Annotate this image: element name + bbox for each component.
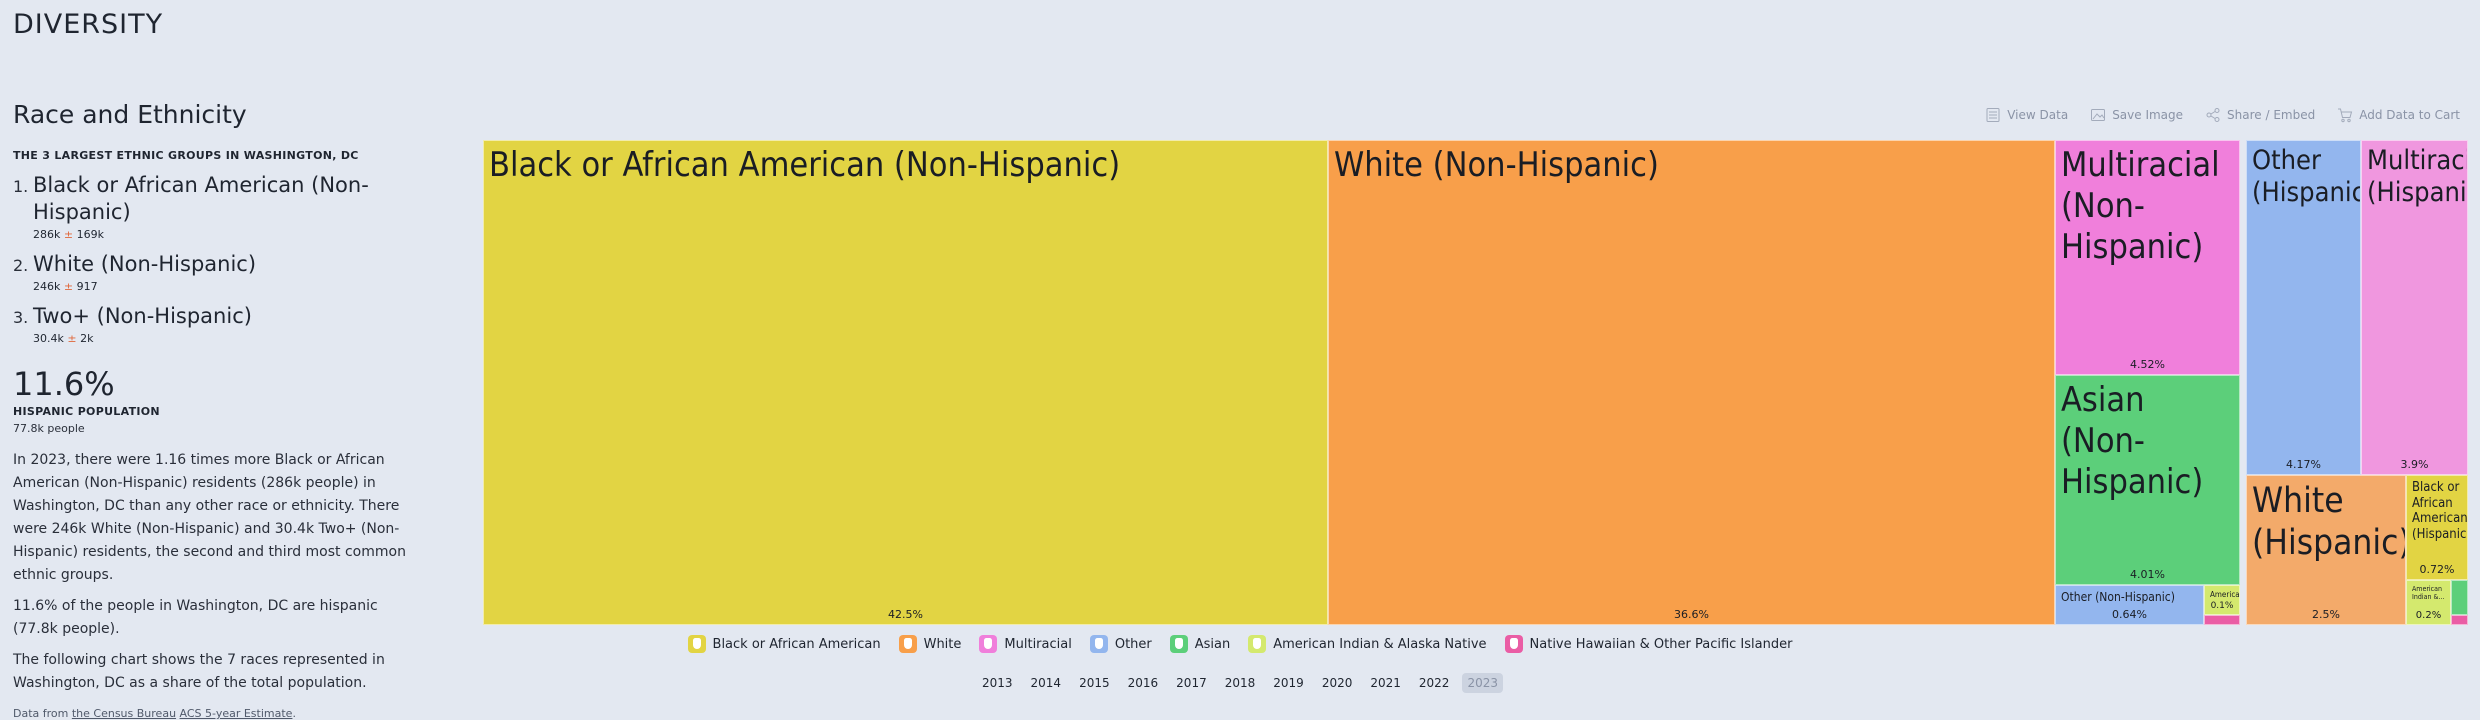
treemap-cell-label: Other (Non-Hispanic): [2061, 590, 2175, 604]
treemap-cell[interactable]: White (Hispanic) 2.5%: [2246, 475, 2406, 625]
treemap-cell-label: Black or African American (Hispanic): [2412, 480, 2468, 542]
person-icon: [687, 635, 706, 653]
hispanic-percent: 11.6%: [13, 365, 115, 403]
view-data-button[interactable]: View Data: [1985, 107, 2068, 123]
treemap-cell[interactable]: [2451, 580, 2468, 615]
treemap-cell-label: White (Non-Hispanic): [1334, 145, 1659, 185]
section-title: DIVERSITY: [13, 9, 164, 40]
treemap-cell-label: White (Hispanic): [2252, 481, 2406, 563]
year-selector: 2013 2014 2015 2016 2017 2018 2019 2020 …: [0, 673, 2480, 693]
person-icon: [1504, 635, 1523, 653]
year-button[interactable]: 2017: [1176, 676, 1207, 690]
year-button[interactable]: 2021: [1370, 676, 1401, 690]
rank-number: 1.: [13, 177, 29, 196]
legend-item-black[interactable]: Black or African American: [687, 635, 881, 653]
hispanic-label: HISPANIC POPULATION: [13, 405, 160, 418]
treemap-cell-label: Multiracial (Hispanic): [2367, 145, 2467, 209]
sidebar: Race and Ethnicity THE 3 LARGEST ETHNIC …: [13, 100, 423, 720]
treemap-cell[interactable]: [2451, 615, 2468, 625]
year-button[interactable]: 2015: [1079, 676, 1110, 690]
source-link-census[interactable]: the Census Bureau: [71, 707, 177, 720]
legend-item-multiracial[interactable]: Multiracial: [979, 635, 1072, 653]
year-button[interactable]: 2022: [1418, 676, 1450, 690]
group-name: Two+ (Non-Hispanic): [33, 304, 252, 328]
treemap-cell-value: 4.01%: [2130, 568, 2165, 581]
treemap-cell[interactable]: Black or African American (Non-Hispanic)…: [483, 140, 1328, 625]
treemap-cell[interactable]: Other (Hispanic) 4.17%: [2246, 140, 2361, 475]
legend-item-other[interactable]: Other: [1089, 635, 1152, 653]
legend-item-asian[interactable]: Asian: [1169, 635, 1230, 653]
largest-groups-header: THE 3 LARGEST ETHNIC GROUPS IN WASHINGTO…: [13, 149, 359, 162]
treemap-cell-value: 0.2%: [2415, 610, 2442, 621]
legend-item-white[interactable]: White: [898, 635, 961, 653]
treemap-cell[interactable]: Other (Non-Hispanic) 0.64%: [2055, 585, 2204, 625]
treemap-cell-label: Black or African American (Non-Hispanic): [489, 145, 1121, 185]
treemap-cell[interactable]: Multiracial (Hispanic) 3.9%: [2361, 140, 2468, 475]
person-icon: [979, 635, 998, 653]
group-value: 30.4k ± 2k: [33, 332, 94, 345]
viz-toolbar: View Data Save Image Share / Embed Add D…: [1985, 107, 2460, 123]
treemap-cell[interactable]: American Indian &... 0.2%: [2406, 580, 2451, 625]
year-button[interactable]: 2016: [1127, 676, 1159, 690]
group-value: 246k ± 917: [33, 280, 98, 293]
add-to-cart-button[interactable]: Add Data to Cart: [2337, 107, 2460, 123]
share-icon: [2206, 108, 2220, 122]
year-button[interactable]: 2013: [981, 676, 1013, 690]
data-source: Data from the Census Bureau ACS 5-year E…: [13, 707, 296, 720]
image-icon: [2091, 109, 2106, 121]
treemap-cell-value: 2.5%: [2312, 608, 2340, 621]
person-icon: [1248, 635, 1267, 653]
year-button[interactable]: 2020: [1321, 676, 1353, 690]
top-groups-list: 1. Black or African American (Non-Hispan…: [13, 172, 423, 345]
treemap-cell[interactable]: American... 0.1%: [2204, 585, 2240, 615]
treemap-cell-value: 36.6%: [1674, 608, 1709, 621]
description-paragraph: The following chart shows the 7 races re…: [13, 652, 385, 691]
treemap-cell-label: Asian (Non-Hispanic): [2061, 380, 2204, 502]
treemap-cell[interactable]: White (Non-Hispanic) 36.6%: [1328, 140, 2055, 625]
year-button[interactable]: 2019: [1273, 676, 1304, 690]
share-embed-button[interactable]: Share / Embed: [2205, 107, 2315, 123]
treemap-cell[interactable]: Black or African American (Hispanic) 0.72…: [2406, 475, 2468, 580]
table-icon: [1986, 108, 2000, 122]
hispanic-people: 77.8k people: [13, 422, 85, 435]
treemap-cell-value: 0.1%: [2210, 601, 2234, 611]
treemap-cell[interactable]: Multiracial (Non-Hispanic) 4.52%: [2055, 140, 2240, 375]
person-icon: [1169, 635, 1188, 653]
year-button[interactable]: 2018: [1224, 676, 1256, 690]
cart-icon: [2338, 108, 2353, 123]
person-icon: [898, 635, 917, 653]
list-item: 1. Black or African American (Non-Hispan…: [13, 172, 423, 241]
rank-number: 2.: [13, 256, 29, 275]
legend-item-pacific[interactable]: Native Hawaiian & Other Pacific Islander: [1504, 635, 1792, 653]
treemap-cell-value: 4.52%: [2130, 358, 2165, 371]
list-item: 2. White (Non-Hispanic) 246k ± 917: [13, 251, 423, 293]
treemap-cell-value: 3.9%: [2400, 458, 2429, 471]
legend-item-native[interactable]: American Indian & Alaska Native: [1248, 635, 1487, 653]
group-value: 286k ± 169k: [33, 228, 104, 241]
treemap-cell-label: American Indian &...: [2412, 585, 2445, 602]
description-paragraph: In 2023, there were 1.16 times more Blac…: [13, 452, 406, 583]
list-item: 3. Two+ (Non-Hispanic) 30.4k ± 2k: [13, 303, 423, 345]
group-name: Black or African American (Non-Hispanic): [33, 173, 369, 224]
treemap-cell-value: 0.72%: [2419, 563, 2455, 576]
description-paragraph: 11.6% of the people in Washington, DC ar…: [13, 598, 378, 637]
year-button[interactable]: 2014: [1030, 676, 1062, 690]
save-image-button[interactable]: Save Image: [2090, 107, 2183, 123]
group-name: White (Non-Hispanic): [33, 252, 257, 276]
treemap-cell-value: 4.17%: [2286, 458, 2321, 471]
person-icon: [1089, 635, 1108, 653]
treemap-cell[interactable]: [2204, 615, 2240, 625]
treemap-cell-label: Multiracial (Non-Hispanic): [2061, 145, 2220, 267]
treemap-cell-label: Other (Hispanic): [2252, 145, 2360, 209]
treemap-chart: Black or African American (Non-Hispanic)…: [483, 140, 2468, 625]
rank-number: 3.: [13, 308, 29, 327]
treemap-cell-value: 0.64%: [2112, 608, 2147, 621]
treemap-cell-label: American...: [2210, 590, 2240, 599]
viz-title: Race and Ethnicity: [13, 100, 247, 129]
treemap-cell[interactable]: Asian (Non-Hispanic) 4.01%: [2055, 375, 2240, 585]
year-button[interactable]: 2023: [1462, 673, 1503, 693]
chart-legend: Black or African American White Multirac…: [0, 635, 2480, 653]
source-link-acs[interactable]: ACS 5-year Estimate: [179, 707, 293, 720]
treemap-cell-value: 42.5%: [888, 608, 923, 621]
